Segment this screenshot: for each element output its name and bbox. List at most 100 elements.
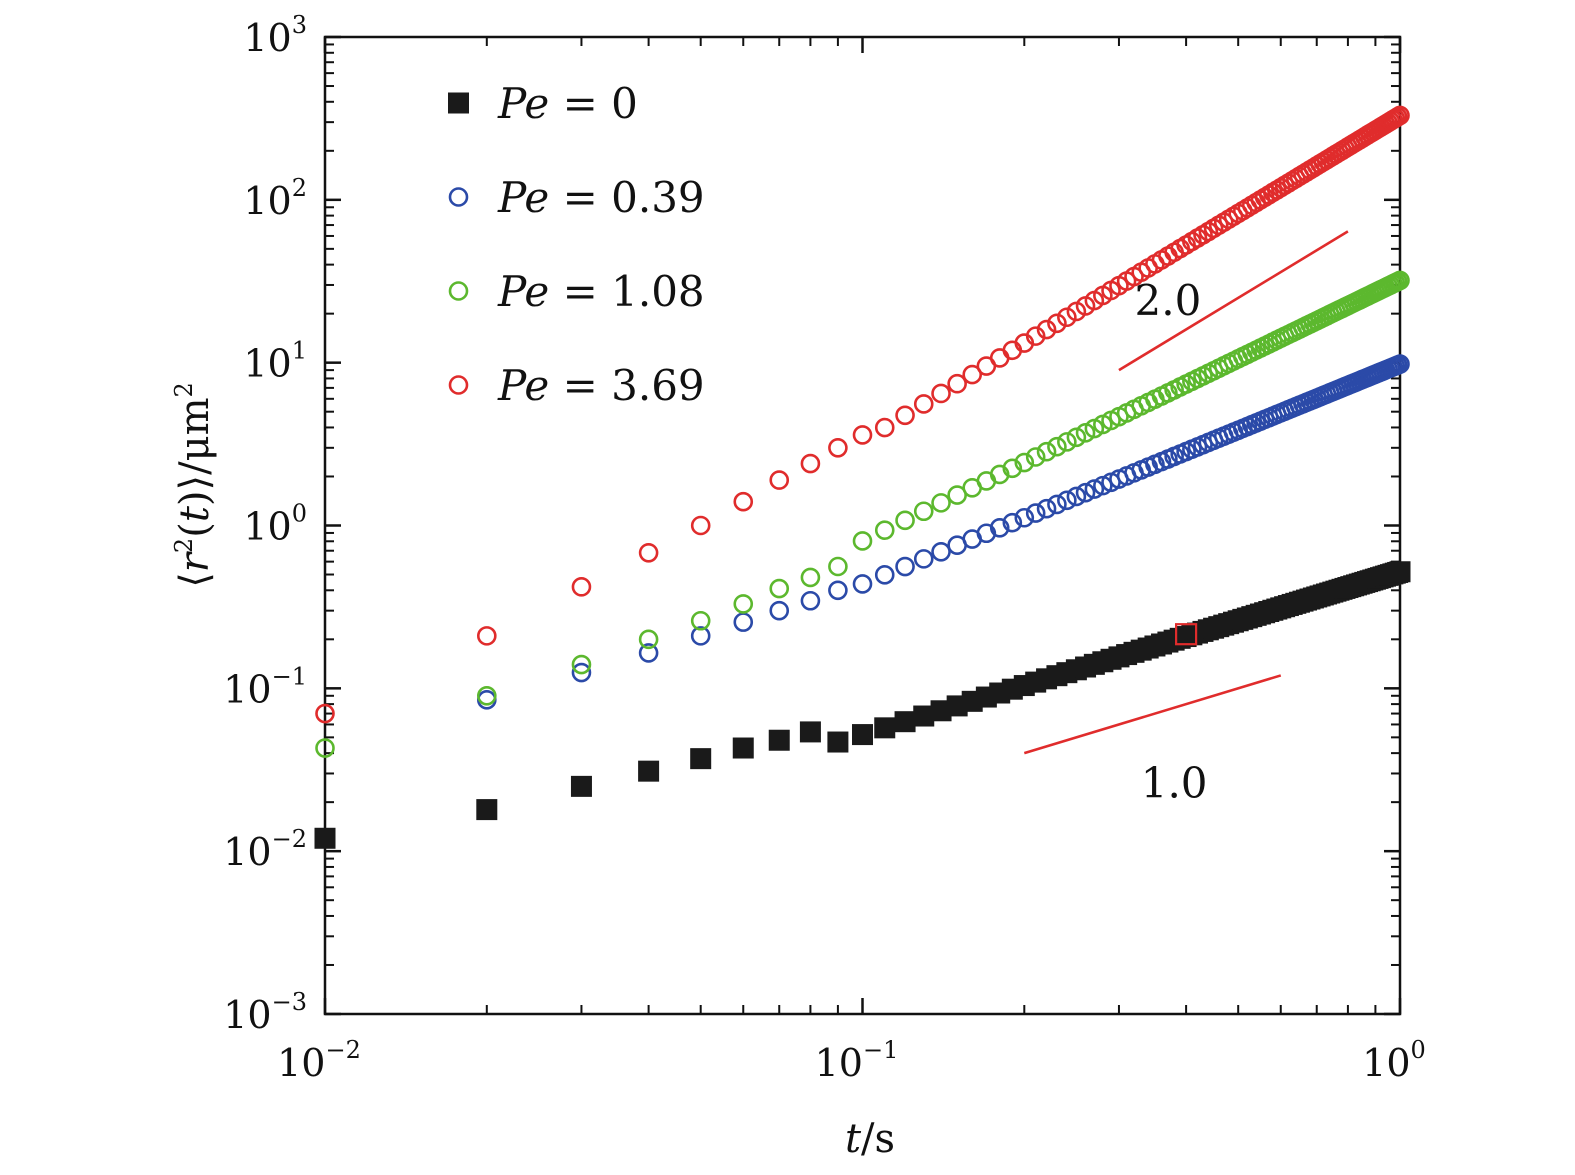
- data-point: [1014, 507, 1035, 528]
- plot-frame: [323, 35, 1402, 1016]
- data-point: [1084, 479, 1105, 499]
- data-point: [1036, 441, 1057, 462]
- data-point: [1014, 452, 1035, 473]
- data-point: [1390, 105, 1410, 126]
- data-point: [1066, 427, 1087, 448]
- y-tick-label: 10−1: [223, 662, 307, 711]
- data-point: [1025, 447, 1046, 467]
- data-point: [931, 541, 951, 562]
- data-point: [828, 556, 848, 577]
- data-point: [1025, 326, 1046, 346]
- y-tick-label: 102: [243, 174, 307, 223]
- data-point: [800, 590, 821, 611]
- series-layer: [314, 105, 1411, 849]
- data-point: [913, 549, 934, 569]
- legend-item: Pe = 0: [448, 79, 638, 128]
- slope-label: 2.0: [1135, 276, 1202, 325]
- data-point: [477, 690, 497, 710]
- data-point: [947, 373, 967, 394]
- data-point: [1047, 494, 1067, 515]
- series-1-08: [315, 270, 1410, 758]
- legend-marker: [448, 281, 469, 301]
- data-point: [733, 594, 754, 614]
- data-point: [930, 700, 952, 722]
- data-point: [690, 626, 711, 646]
- data-point: [852, 531, 873, 551]
- data-point: [852, 574, 873, 594]
- data-point: [895, 556, 915, 577]
- data-point: [947, 485, 967, 505]
- x-tick-label: 100: [1362, 1036, 1426, 1085]
- data-point: [828, 438, 848, 458]
- series-0: [314, 561, 1411, 849]
- data-point: [1057, 307, 1077, 328]
- data-point: [962, 364, 983, 385]
- data-point: [1390, 270, 1410, 291]
- data-point: [1047, 313, 1067, 334]
- data-point: [989, 518, 1010, 538]
- data-point: [768, 729, 790, 751]
- legend-marker: [448, 187, 469, 207]
- data-point: [690, 515, 711, 536]
- data-point: [571, 654, 592, 675]
- data-point: [638, 629, 659, 650]
- data-point: [913, 705, 935, 727]
- data-point: [1002, 512, 1023, 533]
- legend: Pe = 0 Pe = 0.39 Pe = 1.08 Pe = 3.69: [448, 79, 705, 410]
- y-tick-label: 101: [243, 337, 307, 386]
- data-point: [895, 510, 915, 531]
- data-point: [913, 501, 934, 522]
- series-3-69: [315, 105, 1410, 724]
- data-point: [1047, 436, 1067, 457]
- legend-marker: [448, 92, 469, 114]
- slope-guide-line: [1023, 674, 1282, 755]
- data-point: [852, 425, 873, 445]
- data-point: [874, 417, 895, 438]
- data-point: [1002, 458, 1023, 479]
- data-point: [570, 775, 592, 797]
- y-axis-title: ⟨r2(t)⟩/μm2: [170, 382, 218, 588]
- data-point: [1075, 482, 1096, 503]
- slope-guides-layer: 2.0 1.0: [1023, 230, 1349, 808]
- data-point: [476, 799, 498, 821]
- data-point: [913, 394, 934, 414]
- y-tick-label: 103: [243, 11, 307, 60]
- legend-item: Pe = 3.69: [448, 361, 705, 410]
- data-point: [895, 405, 915, 426]
- data-point: [571, 577, 592, 597]
- data-point: [874, 717, 896, 739]
- data-point: [314, 827, 336, 849]
- data-point: [769, 600, 790, 621]
- data-point: [315, 738, 335, 758]
- data-point: [1066, 486, 1087, 507]
- data-point: [732, 737, 754, 759]
- slope-guide-line: [1118, 230, 1349, 372]
- legend-label: Pe = 1.08: [497, 267, 705, 316]
- data-point: [827, 731, 849, 753]
- data-point: [477, 626, 497, 646]
- data-point: [931, 493, 951, 513]
- legend-label: Pe = 3.69: [497, 361, 705, 410]
- slope-label: 1.0: [1141, 759, 1208, 808]
- legend-item: Pe = 0.39: [448, 173, 705, 222]
- legend-item: Pe = 1.08: [448, 267, 705, 316]
- data-point: [690, 610, 711, 631]
- data-point: [1057, 490, 1077, 511]
- data-point: [874, 520, 895, 540]
- data-point: [638, 760, 660, 782]
- legend-marker: [448, 375, 469, 395]
- data-point: [571, 662, 592, 683]
- data-point: [1025, 503, 1046, 523]
- data-point: [852, 724, 873, 746]
- data-point: [690, 748, 712, 770]
- data-point: [1036, 498, 1057, 519]
- data-point: [769, 578, 790, 599]
- y-tick-label: 10−3: [223, 988, 307, 1037]
- y-tick-label: 10−2: [223, 825, 307, 874]
- data-point: [638, 643, 659, 663]
- data-point: [1036, 319, 1057, 340]
- data-point: [638, 542, 659, 563]
- highlight-marker: [1175, 623, 1198, 646]
